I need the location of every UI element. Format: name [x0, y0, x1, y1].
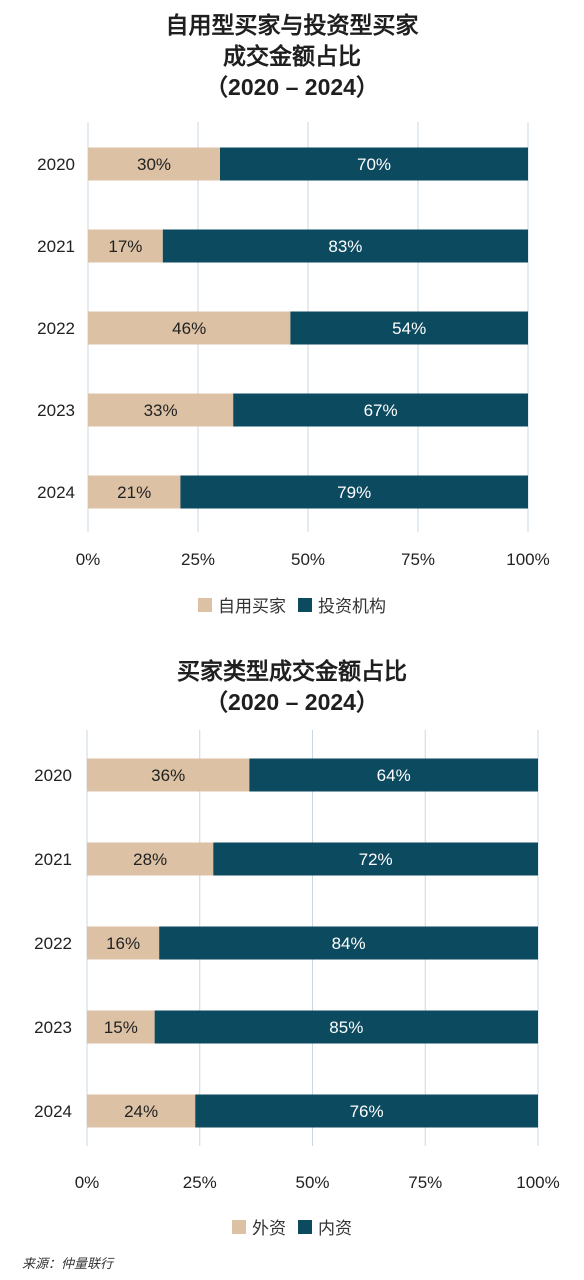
bar-segment-primary: [88, 147, 220, 181]
bar-segment-primary: [87, 842, 214, 876]
bar-segment-primary: [87, 1094, 196, 1128]
bar-segment-secondary: [249, 758, 539, 792]
bar-segment-secondary: [290, 311, 528, 345]
category-label: 2024: [34, 1102, 72, 1121]
chart2-legend: 外资 内资: [0, 1214, 584, 1239]
data-label: 76%: [350, 1102, 384, 1121]
bar-segment-secondary: [220, 147, 528, 181]
legend-item: 外资: [232, 1214, 286, 1239]
chart1-title-line: （2020 – 2024）: [205, 74, 379, 100]
category-label: 2021: [37, 237, 75, 256]
category-label: 2024: [37, 483, 75, 502]
bar-segment-secondary: [180, 475, 528, 509]
bar-segment-secondary: [154, 1010, 538, 1044]
bar-segment-secondary: [213, 842, 538, 876]
data-label: 67%: [364, 401, 398, 420]
legend-swatch-secondary: [298, 1219, 312, 1234]
legend-label: 外资: [252, 1219, 286, 1238]
legend-item: 自用买家: [198, 592, 286, 617]
bar-segment-primary: [88, 393, 234, 427]
legend-swatch-primary: [232, 1219, 246, 1234]
data-label: 36%: [151, 766, 185, 785]
data-label: 70%: [357, 155, 391, 174]
legend-label: 投资机构: [318, 597, 386, 616]
legend-swatch-primary: [198, 597, 212, 612]
data-label: 84%: [332, 934, 366, 953]
x-tick-label: 75%: [401, 550, 435, 569]
x-tick-label: 0%: [75, 1173, 100, 1192]
legend-label: 自用买家: [218, 597, 286, 616]
data-label: 30%: [137, 155, 171, 174]
x-tick-label: 75%: [408, 1173, 442, 1192]
legend-item: 投资机构: [298, 592, 386, 617]
bar-segment-primary: [87, 1010, 155, 1044]
category-label: 2023: [34, 1018, 72, 1037]
category-label: 2021: [34, 850, 72, 869]
source-note: 来源：仲量联行: [22, 1256, 114, 1271]
data-label: 83%: [328, 237, 362, 256]
category-label: 2022: [37, 319, 75, 338]
x-tick-label: 100%: [506, 550, 549, 569]
legend-item: 内资: [298, 1214, 352, 1239]
chart1-legend: 自用买家 投资机构: [0, 592, 584, 617]
data-label: 28%: [133, 850, 167, 869]
data-label: 46%: [172, 319, 206, 338]
data-label: 85%: [329, 1018, 363, 1037]
data-label: 17%: [108, 237, 142, 256]
bar-segment-secondary: [233, 393, 528, 427]
chart2-title: 买家类型成交金额占比 （2020 – 2024）: [0, 656, 584, 718]
bar-segment-primary: [87, 758, 250, 792]
bar-segment-secondary: [162, 229, 529, 263]
x-tick-label: 25%: [181, 550, 215, 569]
bar-segment-primary: [88, 311, 291, 345]
chart1-title-line: 成交金额占比: [223, 43, 361, 69]
data-label: 79%: [337, 483, 371, 502]
bar-segment-secondary: [159, 926, 538, 960]
x-tick-label: 50%: [291, 550, 325, 569]
category-label: 2022: [34, 934, 72, 953]
bar-segment-primary: [88, 229, 163, 263]
x-tick-label: 0%: [76, 550, 101, 569]
data-label: 24%: [124, 1102, 158, 1121]
legend-swatch-secondary: [298, 597, 312, 612]
data-label: 21%: [117, 483, 151, 502]
data-label: 64%: [377, 766, 411, 785]
bar-segment-secondary: [195, 1094, 539, 1128]
x-tick-label: 50%: [295, 1173, 329, 1192]
chart1-title: 自用型买家与投资型买家 成交金额占比 （2020 – 2024）: [0, 10, 584, 103]
bar-segment-primary: [87, 926, 160, 960]
data-label: 33%: [144, 401, 178, 420]
data-label: 54%: [392, 319, 426, 338]
bar-segment-primary: [88, 475, 181, 509]
legend-label: 内资: [318, 1219, 352, 1238]
x-tick-label: 100%: [516, 1173, 559, 1192]
data-label: 72%: [359, 850, 393, 869]
data-label: 16%: [106, 934, 140, 953]
category-label: 2023: [37, 401, 75, 420]
x-tick-label: 25%: [183, 1173, 217, 1192]
data-label: 15%: [104, 1018, 138, 1037]
chart1-title-line: 自用型买家与投资型买家: [165, 12, 419, 38]
chart2-plot: 0% 25% 50% 75% 100% 2020 36% 64% 2021 28% 72% 2022 1…: [34, 730, 560, 1192]
chart1-plot: 0% 25% 50% 75% 100% 2020 30% 70% 2021 17% 83% 2022 4…: [37, 122, 550, 569]
category-label: 2020: [37, 155, 75, 174]
chart2-title-line: （2020 – 2024）: [205, 689, 379, 715]
chart2-title-line: 买家类型成交金额占比: [177, 658, 407, 684]
category-label: 2020: [34, 766, 72, 785]
